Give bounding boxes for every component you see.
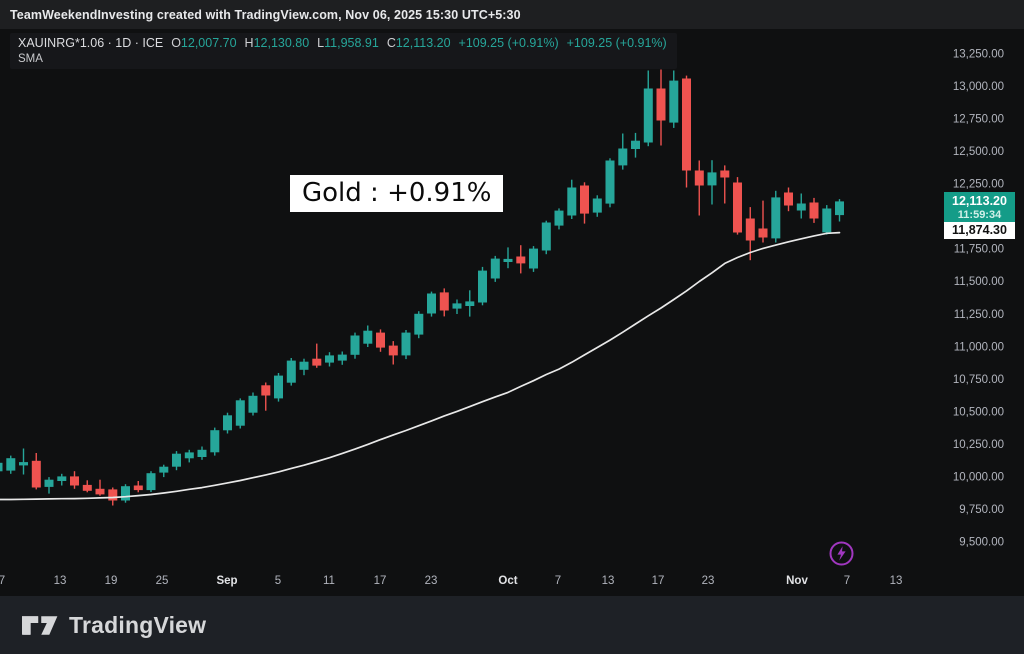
open-value: O12,007.70	[171, 36, 237, 50]
last-price-badge[interactable]: 12,113.20 11:59:34	[944, 192, 1015, 224]
svg-text:5: 5	[275, 575, 281, 587]
svg-text:13: 13	[54, 575, 67, 587]
svg-text:13,250.00: 13,250.00	[953, 49, 1004, 61]
attribution-bar: TeamWeekendInvesting created with Tradin…	[0, 0, 1024, 29]
candles-group	[0, 69, 844, 506]
svg-text:11,000.00: 11,000.00	[954, 341, 1004, 353]
svg-text:7: 7	[555, 575, 561, 587]
svg-text:17: 17	[374, 575, 387, 587]
time-axis[interactable]: 7 13 19 25 Sep 5 11 17 23 Oct 7 13 17 23 Nov 7 13	[0, 575, 902, 587]
svg-text:11,500.00: 11,500.00	[954, 276, 1004, 288]
bar-countdown-timer: 11:59:34	[957, 209, 1002, 221]
symbol-title[interactable]: XAUINRG*1.06 · 1D · ICE	[18, 36, 164, 50]
sma-price-badge: 11,874.30	[944, 222, 1015, 239]
gold-change-label: Gold : +0.91%	[290, 175, 504, 212]
svg-text:25: 25	[156, 575, 169, 587]
svg-text:11,750.00: 11,750.00	[954, 244, 1004, 256]
svg-text:10,750.00: 10,750.00	[953, 374, 1004, 386]
svg-text:7: 7	[0, 575, 5, 587]
svg-text:Nov: Nov	[786, 575, 808, 587]
low-value: L11,958.91	[317, 36, 379, 50]
svg-text:Oct: Oct	[498, 575, 517, 587]
svg-text:13: 13	[890, 575, 903, 587]
svg-text:9,500.00: 9,500.00	[959, 537, 1004, 549]
ohlc-row: XAUINRG*1.06 · 1D · ICE O12,007.70 H12,1…	[18, 36, 667, 50]
svg-text:12,500.00: 12,500.00	[953, 146, 1004, 158]
sma-line[interactable]	[0, 231, 841, 501]
close-value: C12,113.20	[386, 36, 451, 50]
svg-text:19: 19	[105, 575, 118, 587]
svg-text:12,250.00: 12,250.00	[953, 179, 1004, 191]
svg-text:13,000.00: 13,000.00	[953, 81, 1004, 93]
change-value-2: +109.25 (+0.91%)	[566, 36, 667, 50]
svg-text:7: 7	[844, 575, 850, 587]
svg-text:10,000.00: 10,000.00	[953, 471, 1004, 483]
chart-area[interactable]: 13,250.00 13,000.00 12,750.00 12,500.00 12,2…	[0, 29, 1024, 596]
tradingview-logo[interactable]: TradingView	[22, 612, 206, 639]
svg-text:23: 23	[425, 575, 438, 587]
svg-text:12,750.00: 12,750.00	[953, 114, 1004, 126]
lightning-icon[interactable]	[828, 540, 855, 567]
tradingview-logo-text: TradingView	[69, 611, 207, 638]
attribution-text: TeamWeekendInvesting created with Tradin…	[10, 7, 521, 22]
svg-text:10,250.00: 10,250.00	[953, 439, 1004, 451]
svg-text:9,750.00: 9,750.00	[959, 504, 1004, 516]
candlestick-chart[interactable]: 13,250.00 13,000.00 12,750.00 12,500.00 12,2…	[0, 29, 1024, 596]
tradingview-mark-icon	[22, 615, 58, 635]
legend-panel: XAUINRG*1.06 · 1D · ICE O12,007.70 H12,1…	[10, 33, 677, 69]
price-axis[interactable]: 13,250.00 13,000.00 12,750.00 12,500.00 12,2…	[953, 49, 1004, 549]
footer-bar: TradingView	[0, 596, 1024, 654]
last-price-value: 12,113.20	[952, 194, 1007, 208]
svg-text:10,500.00: 10,500.00	[953, 406, 1004, 418]
svg-text:23: 23	[702, 575, 715, 587]
svg-text:13: 13	[602, 575, 615, 587]
change-value: +109.25 (+0.91%)	[458, 36, 559, 50]
svg-text:Sep: Sep	[216, 575, 237, 587]
high-value: H12,130.80	[244, 36, 310, 50]
svg-text:11,250.00: 11,250.00	[954, 309, 1004, 321]
svg-text:17: 17	[652, 575, 665, 587]
svg-text:11: 11	[323, 575, 335, 587]
sma-indicator-label[interactable]: SMA	[18, 53, 43, 65]
